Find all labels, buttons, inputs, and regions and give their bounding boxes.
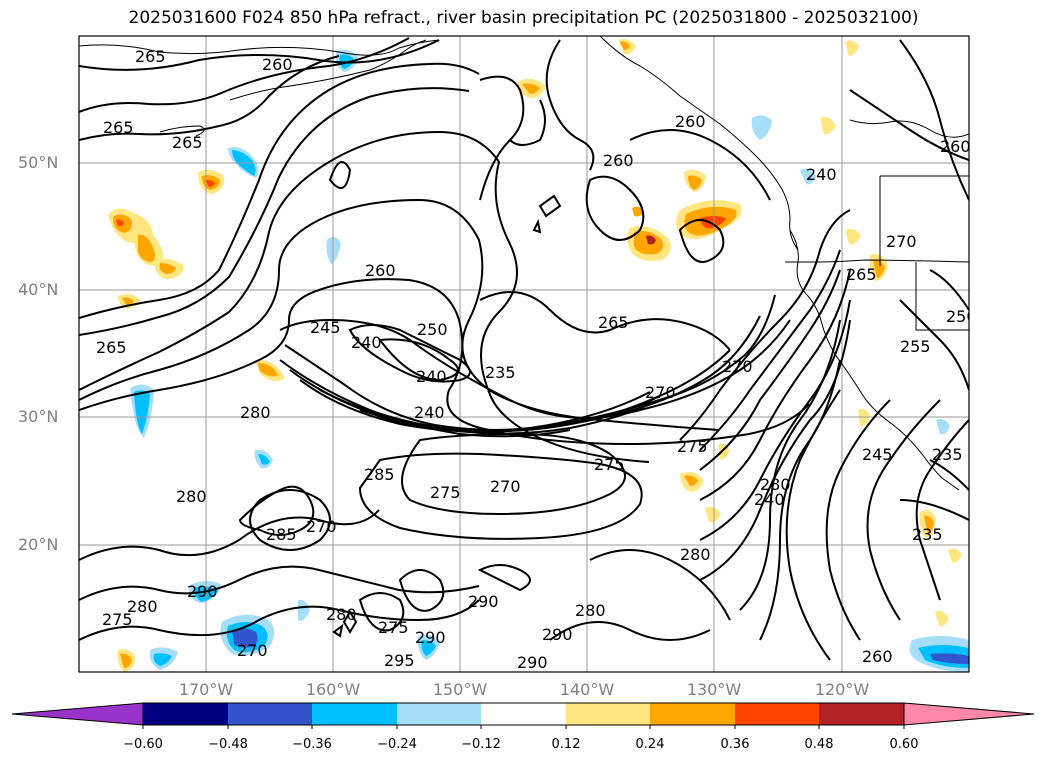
contour-lines	[79, 37, 969, 661]
lon-label-170w: 170°W	[178, 680, 234, 699]
colorbar-segment	[228, 703, 312, 725]
colorbar-extend-high	[903, 702, 1035, 726]
colorbar-segment	[819, 703, 904, 725]
contour-label: 265	[96, 338, 127, 357]
colorbar-extend-low	[11, 702, 144, 726]
colorbar-segment	[143, 703, 228, 725]
contour-label: 245	[862, 445, 893, 464]
contour-label: 275	[677, 437, 708, 456]
lon-label-160w: 160°W	[305, 680, 361, 699]
contour-label: 235	[485, 363, 516, 382]
contour-label: 295	[384, 651, 415, 670]
contour-label: 290	[468, 592, 499, 611]
colorbar-label: −0.60	[123, 737, 163, 752]
contour-label: 250	[417, 320, 448, 339]
colorbar-segment	[397, 703, 481, 725]
colorbar-label: −0.36	[292, 737, 332, 752]
colorbar-label: 0.48	[804, 737, 834, 752]
contour-label: 285	[266, 525, 297, 544]
colorbar-label: −0.24	[377, 737, 417, 752]
colorbar-segment	[566, 703, 650, 725]
contour-label: 265	[103, 118, 134, 137]
precip-blob-east	[517, 38, 969, 672]
lat-label-50n: 50°N	[18, 153, 59, 172]
lon-label-150w: 150°W	[432, 680, 488, 699]
lon-label-120w: 120°W	[814, 680, 870, 699]
contour-label: 275	[430, 483, 461, 502]
contour-label: 290	[517, 653, 548, 672]
contour-label: 270	[886, 232, 917, 251]
map-frame	[78, 35, 970, 673]
precip-blob-west	[108, 49, 440, 672]
contour-label: 260	[365, 261, 396, 280]
lat-label-30n: 30°N	[18, 407, 59, 426]
contour-label: 275	[594, 455, 625, 474]
contour-label: 290	[542, 625, 573, 644]
colorbar-label: 0.12	[551, 737, 581, 752]
colorbar-segment	[650, 703, 735, 725]
colorbar-label: −0.48	[208, 737, 248, 752]
contour-label: 245	[310, 318, 341, 337]
contour-labels: 265 260 265 265 260 260 265 260 270 240 …	[96, 47, 977, 672]
colorbar	[11, 702, 1035, 729]
contour-label: 280	[127, 597, 158, 616]
graticule	[79, 36, 969, 672]
contour-label: 255	[900, 337, 931, 356]
contour-label: 270	[306, 517, 337, 536]
contour-label: 260	[940, 137, 971, 156]
contour-label: 280	[326, 605, 357, 624]
map-title: 2025031600 F024 850 hPa refract., river …	[128, 8, 919, 28]
colorbar-label: 0.24	[635, 737, 665, 752]
colorbar-label: −0.12	[461, 737, 501, 752]
contour-label: 275	[102, 610, 133, 629]
colorbar-segment	[735, 703, 819, 725]
contour-label: 265	[846, 265, 877, 284]
contour-label: 280	[575, 601, 606, 620]
contour-label: 260	[262, 55, 293, 74]
contour-label: 240	[416, 367, 447, 386]
colorbar-label: 0.60	[889, 737, 919, 752]
contour-label: 250	[946, 307, 977, 326]
contour-label: 265	[135, 47, 166, 66]
contour-label: 270	[490, 477, 521, 496]
contour-label: 240	[754, 490, 785, 509]
lon-label-130w: 130°W	[686, 680, 742, 699]
contour-label: 240	[414, 403, 445, 422]
colorbar-segment	[481, 703, 566, 725]
contour-label: 265	[598, 313, 629, 332]
contour-label: 260	[603, 151, 634, 170]
contour-label: 240	[351, 333, 382, 352]
contour-label: 270	[645, 383, 676, 402]
lat-label-20n: 20°N	[18, 535, 59, 554]
contour-label: 235	[912, 525, 943, 544]
contour-label: 260	[675, 112, 706, 131]
contour-label: 280	[760, 475, 791, 494]
contour-label: 285	[364, 465, 395, 484]
lon-label-140w: 140°W	[559, 680, 615, 699]
map-area: 265 260 265 265 260 260 265 260 270 240 …	[79, 36, 977, 672]
contour-label: 270	[722, 357, 753, 376]
coastlines	[79, 36, 969, 491]
contour-label: 280	[680, 545, 711, 564]
contour-label: 240	[806, 165, 837, 184]
contour-label: 235	[932, 445, 963, 464]
contour-label: 275	[378, 618, 409, 637]
lat-label-40n: 40°N	[18, 280, 59, 299]
colorbar-segment	[312, 703, 397, 725]
contour-label: 290	[187, 582, 218, 601]
contour-label: 270	[237, 641, 268, 660]
contour-label: 280	[176, 487, 207, 506]
colorbar-label: 0.36	[720, 737, 750, 752]
contour-label: 280	[240, 403, 271, 422]
contour-label: 265	[172, 133, 203, 152]
contour-label: 290	[415, 628, 446, 647]
precip-anomalies	[108, 38, 969, 672]
contour-label: 260	[862, 647, 893, 666]
